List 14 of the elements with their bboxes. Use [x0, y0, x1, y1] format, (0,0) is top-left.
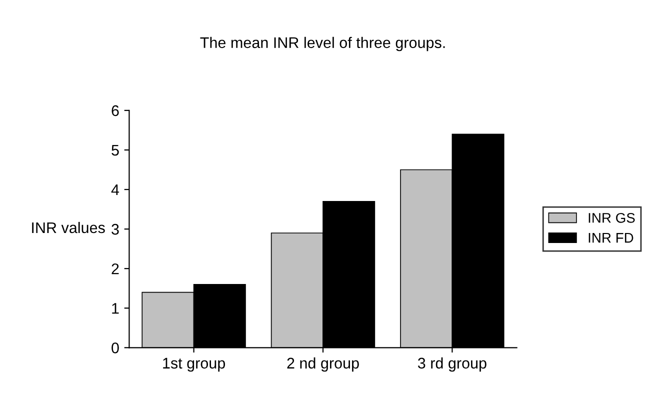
y-tick-label: 3 [112, 224, 119, 235]
y-tick-label: 5 [112, 144, 119, 156]
y-tick-label: 0 [112, 342, 119, 354]
x-tick-label: 2 nd group [287, 357, 359, 372]
legend-label: INR FD [588, 233, 634, 243]
legend-label: INR GS [588, 212, 635, 223]
y-tick-label: 4 [111, 184, 120, 196]
y-tick-label: 6 [112, 105, 119, 116]
x-tick-label: 3 rd group [418, 357, 486, 372]
y-tick-label: 2 [112, 263, 119, 274]
y-tick-label: 1 [112, 303, 119, 314]
y-axis-title: INR values [32, 222, 105, 234]
x-tick-label: 1st group [163, 358, 226, 372]
chart-title: The mean INR level of three groups. [200, 36, 445, 52]
